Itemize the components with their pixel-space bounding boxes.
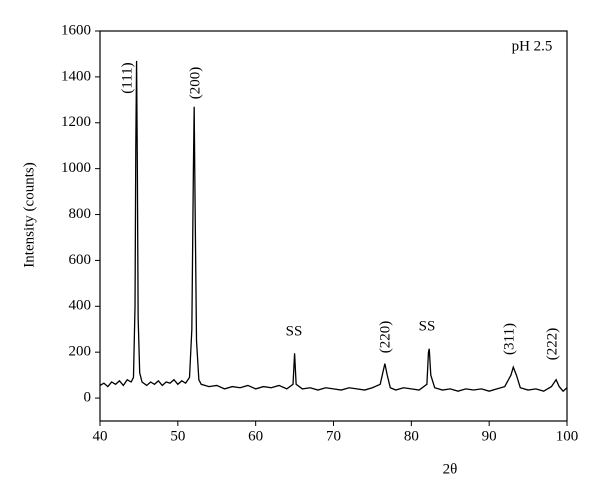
annotation: SS: [286, 323, 303, 339]
y-tick-label: 1000: [61, 160, 91, 176]
x-axis-label: 2θ: [443, 461, 458, 477]
annotation: (222): [544, 328, 560, 361]
x-tick-label: 80: [404, 428, 419, 444]
annotation: pH 2.5: [512, 38, 553, 54]
x-tick-label: 90: [482, 428, 497, 444]
y-tick-label: 1400: [61, 68, 91, 84]
annotation: (200): [187, 67, 203, 100]
y-tick-label: 0: [84, 389, 92, 405]
plot-frame: [99, 30, 568, 422]
x-tick-label: 60: [248, 428, 263, 444]
data-line: [99, 60, 568, 393]
x-tick-label: 70: [326, 428, 341, 444]
annotation: (220): [377, 321, 393, 354]
annotation: (111): [119, 62, 135, 93]
y-tick-label: 200: [69, 344, 92, 360]
x-tick-label: 100: [556, 428, 579, 444]
y-tick-label: 600: [69, 252, 92, 268]
y-tick-label: 1200: [61, 114, 91, 130]
y-tick-label: 400: [69, 298, 92, 314]
y-tick-label: 1600: [61, 22, 91, 38]
annotation: (311): [501, 323, 517, 355]
x-tick-label: 40: [93, 428, 108, 444]
x-tick-label: 50: [170, 428, 185, 444]
annotation: SS: [419, 318, 436, 334]
y-tick-label: 800: [69, 206, 92, 222]
y-axis-label: Intensity (counts): [21, 162, 37, 267]
